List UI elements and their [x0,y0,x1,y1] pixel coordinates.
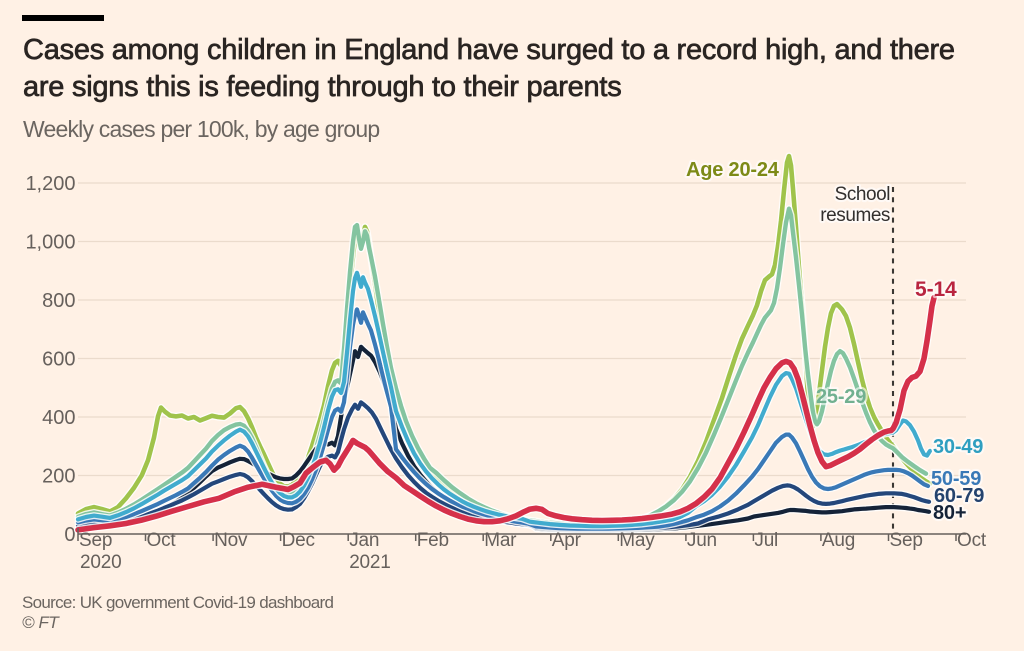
svg-text:1,200: 1,200 [25,173,75,195]
svg-text:resumes: resumes [820,205,890,226]
svg-text:Jul: Jul [754,530,778,551]
svg-text:Nov: Nov [214,530,248,551]
svg-text:50-59: 50-59 [931,468,981,490]
svg-text:5-14: 5-14 [915,278,957,301]
svg-text:Sep: Sep [79,530,112,551]
svg-text:1,000: 1,000 [25,232,75,254]
svg-text:Age 20-24: Age 20-24 [686,159,780,181]
svg-text:400: 400 [42,407,75,429]
svg-text:25-29: 25-29 [816,386,866,408]
svg-text:25-29: 25-29 [816,386,866,408]
svg-text:Oct: Oct [147,530,177,551]
svg-text:600: 600 [42,349,75,371]
svg-text:5-14: 5-14 [915,278,957,301]
svg-text:2021: 2021 [349,552,390,573]
svg-text:Aug: Aug [822,530,855,551]
svg-text:Apr: Apr [552,530,582,551]
svg-text:Jun: Jun [687,530,717,551]
svg-text:30-49: 30-49 [933,436,983,458]
svg-text:resumes: resumes [820,205,890,226]
svg-text:50-59: 50-59 [931,468,981,490]
svg-text:Mar: Mar [484,530,517,551]
svg-text:School: School [835,184,890,205]
svg-text:Oct: Oct [957,530,987,551]
svg-text:Jan: Jan [349,530,379,551]
svg-text:0: 0 [64,524,75,546]
svg-text:May: May [619,530,655,551]
svg-text:30-49: 30-49 [933,436,983,458]
svg-text:80+: 80+ [933,502,966,524]
svg-text:60-79: 60-79 [934,485,984,507]
svg-text:Sep: Sep [890,530,923,551]
svg-text:School: School [835,184,890,205]
svg-text:Dec: Dec [282,530,315,551]
svg-text:80+: 80+ [933,502,966,524]
svg-text:200: 200 [42,466,75,488]
svg-text:60-79: 60-79 [934,485,984,507]
svg-text:800: 800 [42,290,75,312]
svg-text:Feb: Feb [417,530,449,551]
svg-text:2020: 2020 [80,552,121,573]
svg-text:Age 20-24: Age 20-24 [686,159,780,181]
